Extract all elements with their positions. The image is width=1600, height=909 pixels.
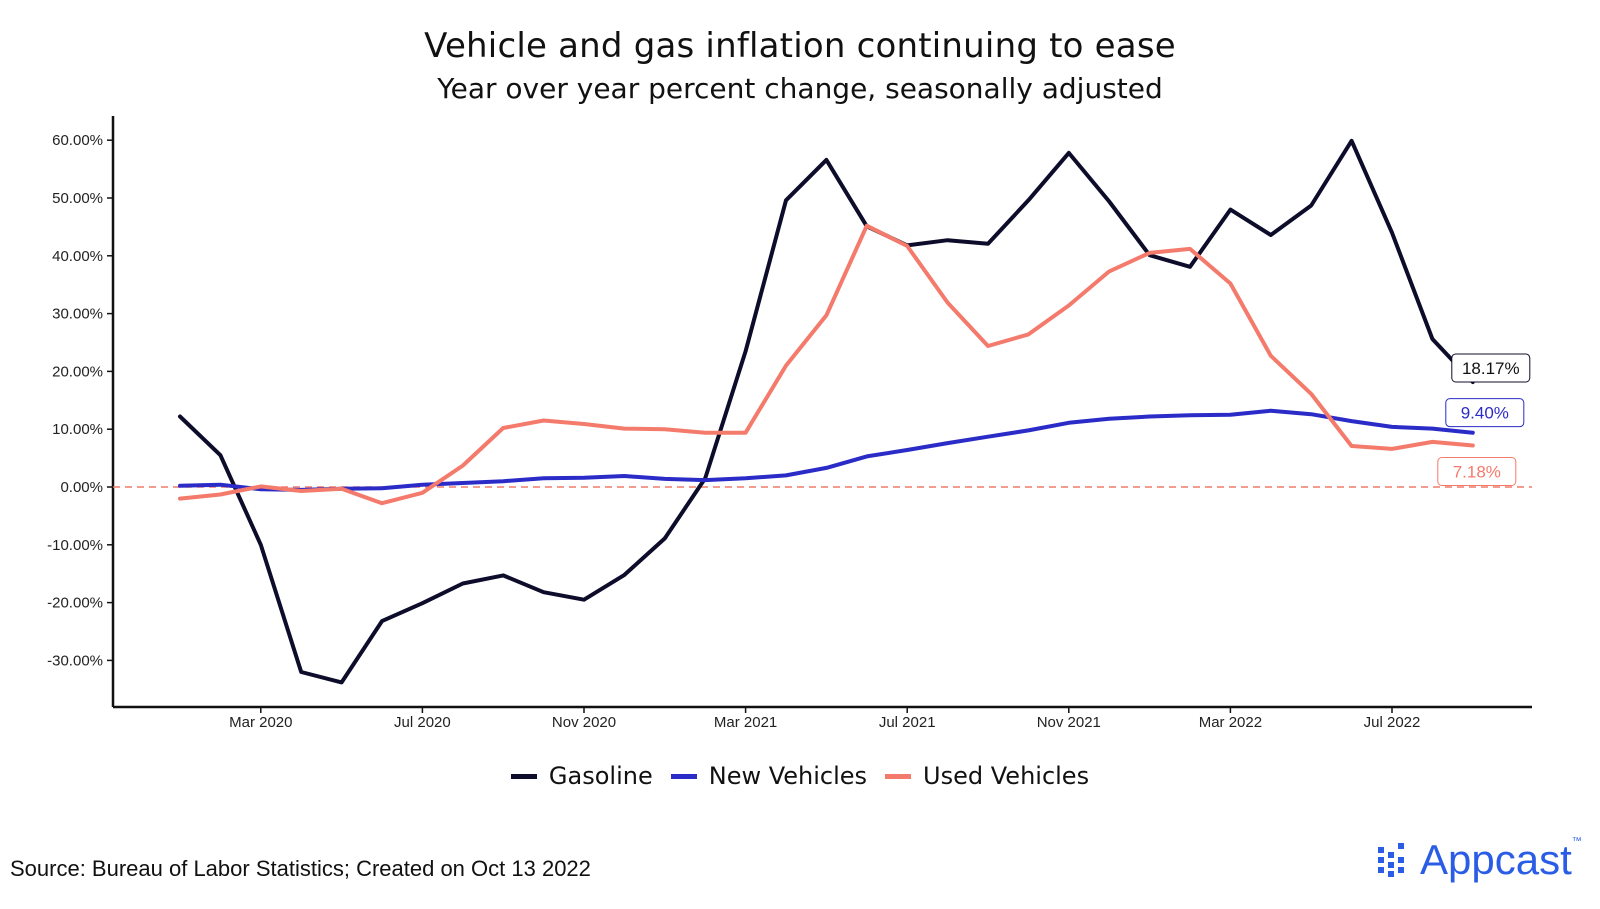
series-lines: [178, 138, 1475, 685]
x-tick-label: Nov 2021: [1037, 714, 1101, 731]
end-label-gasoline: 18.17%: [1451, 353, 1531, 383]
end-label-box-new-vehicles: [1445, 398, 1525, 428]
x-tick-label: Jul 2020: [394, 714, 451, 731]
axes: 60.00% 50.00% 40.00% 30.00% 20.00% 10.00% 0.00…: [47, 116, 1532, 731]
series-line-new-vehicles: [178, 408, 1475, 492]
line-chart: 60.00% 50.00% 40.00% 30.00% 20.00% 10.00% 0.00…: [47, 116, 1532, 731]
y-tick-label: 50.00%: [52, 190, 103, 207]
x-tick-label: Jul 2021: [879, 714, 936, 731]
y-tick-label: 60.00%: [52, 132, 103, 149]
end-label-box-gasoline: [1451, 353, 1531, 383]
end-label-box-used-vehicles: [1437, 456, 1517, 486]
end-label-used-vehicles: 7.18%: [1437, 456, 1517, 486]
series-line-gasoline: [178, 138, 1475, 685]
chart-subtitle: Year over year percent change, seasonall…: [437, 72, 1163, 105]
end-label-new-vehicles: 9.40%: [1445, 398, 1525, 428]
appcast-logo: Appcast™: [1378, 836, 1582, 884]
series-line-used-vehicles: [178, 223, 1475, 506]
y-tick-label: -30.00%: [47, 652, 103, 669]
chart-title: Vehicle and gas inflation continuing to …: [424, 26, 1176, 66]
end-label-text-gasoline: 18.17%: [1462, 359, 1520, 378]
legend-label-gasoline: Gasoline: [548, 762, 653, 790]
legend-item-used-vehicles: Used Vehicles: [885, 762, 1089, 790]
end-label-text-used-vehicles: 7.18%: [1453, 462, 1501, 481]
appcast-grid-icon: [1378, 843, 1404, 877]
brand-name: Appcast™: [1420, 836, 1582, 883]
y-tick-label: -20.00%: [47, 595, 103, 612]
legend-swatch-gasoline: [510, 773, 537, 779]
x-tick-label: Nov 2020: [552, 714, 616, 731]
legend-swatch-new-vehicles: [670, 773, 697, 779]
y-tick-label: 40.00%: [52, 248, 103, 265]
y-tick-label: 20.00%: [52, 363, 103, 380]
legend-swatch-used-vehicles: [885, 773, 912, 779]
end-label-text-new-vehicles: 9.40%: [1461, 404, 1509, 423]
end-labels: 18.17% 9.40% 7.18%: [1437, 353, 1531, 486]
legend-label-used-vehicles: Used Vehicles: [923, 762, 1090, 790]
legend-label-new-vehicles: New Vehicles: [708, 762, 868, 790]
legend-item-gasoline: Gasoline: [510, 762, 653, 790]
x-tick-label: Mar 2022: [1199, 714, 1262, 731]
x-tick-label: Jul 2022: [1364, 714, 1421, 731]
source-note: Source: Bureau of Labor Statistics; Crea…: [10, 856, 591, 881]
y-tick-label: 10.00%: [52, 421, 103, 438]
x-tick-label: Mar 2020: [229, 714, 292, 731]
y-tick-label: 0.00%: [60, 479, 103, 496]
y-tick-label: -10.00%: [47, 537, 103, 554]
x-tick-label: Mar 2021: [714, 714, 777, 731]
legend-item-new-vehicles: New Vehicles: [670, 762, 868, 790]
legend: Gasoline New Vehicles Used Vehicles: [0, 762, 1600, 790]
y-tick-label: 30.00%: [52, 306, 103, 323]
